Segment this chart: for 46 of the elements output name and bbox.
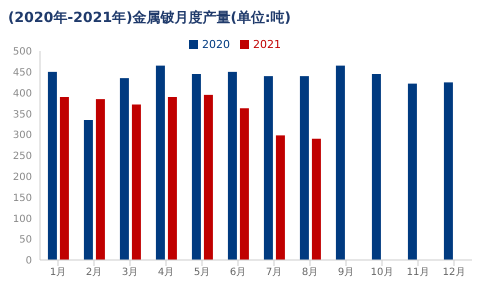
x-tick-label: 9月: [338, 267, 354, 278]
y-tick-label: 300: [12, 130, 32, 142]
bar: [204, 94, 213, 260]
bar: [300, 76, 309, 260]
bar: [240, 108, 249, 260]
x-tick-label: 7月: [266, 267, 282, 278]
y-tick-label: 150: [12, 192, 32, 204]
bar: [192, 74, 201, 260]
y-tick-label: 450: [12, 67, 32, 78]
x-tick-label: 3月: [122, 267, 138, 278]
legend-label: 2020: [202, 38, 230, 51]
bar: [228, 72, 237, 260]
bar: [312, 138, 321, 260]
bar: [120, 78, 129, 260]
legend-label: 2021: [253, 38, 281, 51]
x-tick-label: 10月: [370, 267, 394, 278]
bar: [264, 76, 273, 260]
x-tick-label: 6月: [230, 267, 246, 278]
bar: [48, 72, 57, 260]
x-tick-label: 1月: [50, 267, 66, 278]
y-tick-label: 500: [12, 46, 32, 58]
bar: [372, 74, 381, 260]
y-tick-label: 0: [26, 256, 32, 267]
x-tick-label: 11月: [406, 267, 430, 278]
x-tick-label: 8月: [302, 267, 318, 278]
bar: [84, 120, 93, 260]
x-tick-label: 4月: [158, 267, 174, 278]
y-tick-label: 400: [12, 88, 32, 100]
y-tick-label: 50: [19, 234, 32, 246]
bar: [60, 96, 69, 260]
y-tick-label: 250: [12, 151, 32, 162]
bar: [276, 135, 285, 260]
bar: [444, 82, 453, 260]
x-tick-label: 2月: [86, 267, 102, 278]
y-tick-label: 200: [12, 172, 32, 183]
bar: [132, 104, 141, 260]
bar: [168, 96, 177, 260]
bar: [408, 84, 417, 260]
x-tick-label: 12月: [442, 267, 466, 278]
chart-title: (2020年-2021年)金属铍月度产量(单位:吨): [8, 8, 292, 28]
bar: [336, 66, 345, 260]
bar: [156, 66, 165, 260]
x-tick-label: 5月: [194, 267, 210, 278]
y-tick-label: 350: [12, 109, 32, 120]
y-tick-label: 100: [12, 214, 32, 225]
bar: [96, 99, 105, 260]
